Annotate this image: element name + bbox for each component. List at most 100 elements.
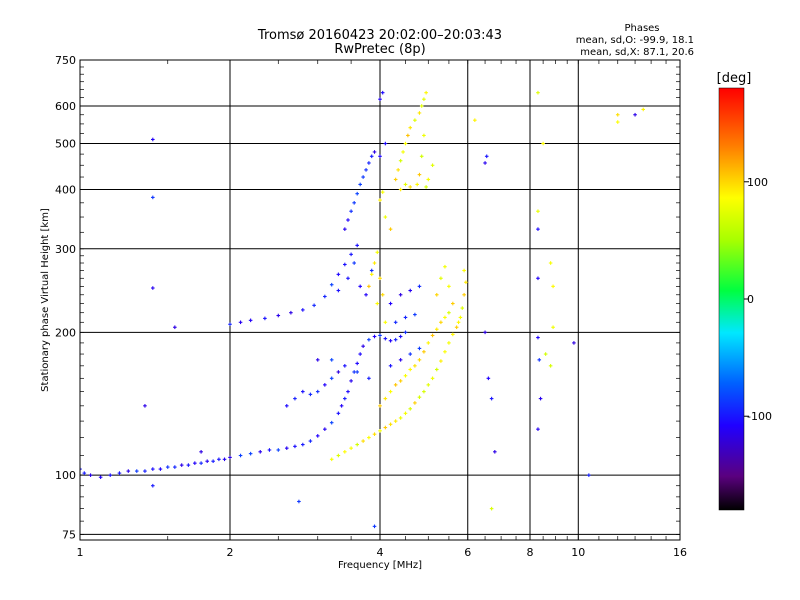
data-point: [439, 320, 443, 325]
data-point: [398, 158, 403, 163]
data-point: [551, 325, 555, 330]
data-point: [486, 376, 491, 381]
data-point: [388, 422, 393, 427]
data-point: [489, 506, 494, 511]
data-point: [375, 250, 380, 255]
chart-subtitle: RwPretec (8p): [334, 42, 425, 57]
data-point: [349, 379, 353, 383]
data-point: [398, 358, 403, 362]
data-point: [228, 322, 232, 327]
x-tick-label: 16: [673, 546, 687, 559]
data-point: [293, 444, 297, 449]
data-point: [426, 177, 431, 182]
data-point: [378, 429, 382, 433]
data-point: [372, 524, 377, 529]
data-point: [276, 448, 281, 452]
data-point: [383, 215, 388, 219]
data-point: [548, 261, 553, 265]
colorbar-tick-label: 100: [747, 176, 768, 189]
data-point: [80, 467, 82, 471]
data-point: [228, 455, 232, 460]
y-tick-label: 600: [55, 100, 76, 113]
data-point: [572, 341, 576, 345]
data-point: [422, 97, 426, 102]
data-point: [323, 383, 327, 387]
data-point: [388, 364, 393, 368]
data-point: [473, 118, 477, 122]
data-point: [267, 448, 272, 452]
data-point: [308, 439, 313, 443]
data-point: [408, 352, 413, 356]
data-point: [364, 292, 368, 297]
data-point: [447, 341, 451, 345]
data-point: [417, 172, 422, 177]
data-point: [398, 187, 403, 192]
data-point: [426, 341, 431, 345]
data-point: [372, 150, 377, 154]
data-point: [355, 243, 359, 248]
data-point: [403, 182, 408, 187]
data-point: [151, 483, 155, 488]
y-axis-label: Stationary phase Virtual Height [km]: [40, 208, 51, 392]
data-point: [403, 411, 408, 416]
data-point: [367, 435, 371, 440]
data-point: [98, 475, 103, 480]
data-point: [451, 332, 455, 337]
data-point: [343, 262, 347, 267]
data-point: [367, 284, 371, 289]
data-point: [536, 90, 540, 95]
y-tick-label: 200: [55, 326, 76, 339]
phases-heading: Phases: [624, 23, 659, 34]
x-tick-label: 2: [227, 546, 234, 559]
data-points: [80, 90, 646, 529]
data-point: [393, 177, 398, 182]
data-point: [346, 389, 350, 394]
data-point: [417, 346, 422, 351]
data-point: [424, 185, 428, 189]
data-point: [284, 404, 289, 408]
data-point: [346, 276, 350, 281]
data-point: [352, 370, 356, 374]
data-point: [349, 446, 353, 450]
data-point: [349, 252, 353, 257]
data-point: [383, 396, 388, 401]
data-point: [158, 467, 163, 471]
data-point: [536, 209, 540, 214]
data-point: [403, 330, 408, 335]
data-point: [419, 154, 424, 159]
data-point: [430, 333, 435, 338]
data-point: [543, 352, 548, 356]
colorbar-label: [deg]: [717, 71, 752, 86]
data-point: [398, 334, 403, 339]
data-point: [369, 272, 374, 277]
data-point: [536, 335, 540, 340]
data-point: [369, 154, 374, 159]
data-point: [460, 306, 465, 310]
data-point: [419, 104, 424, 108]
data-point: [434, 292, 439, 297]
data-point: [308, 392, 313, 397]
y-tick-label: 400: [55, 184, 76, 197]
data-point: [293, 396, 297, 401]
data-point: [248, 318, 253, 323]
data-point: [434, 367, 439, 372]
data-point: [134, 469, 139, 473]
data-point: [339, 404, 344, 408]
data-point: [439, 359, 443, 363]
y-tick-label: 750: [55, 54, 76, 67]
y-tick-label: 75: [62, 528, 76, 541]
data-point: [398, 292, 403, 297]
data-point: [443, 315, 447, 320]
data-point: [413, 118, 417, 122]
data-point: [355, 191, 359, 196]
data-point: [417, 111, 422, 115]
data-point: [408, 125, 413, 130]
data-point: [413, 312, 417, 317]
data-point: [439, 276, 443, 281]
data-point: [451, 301, 455, 306]
data-point: [329, 358, 334, 362]
data-point: [258, 450, 263, 454]
data-point: [315, 358, 320, 362]
data-point: [462, 268, 466, 273]
